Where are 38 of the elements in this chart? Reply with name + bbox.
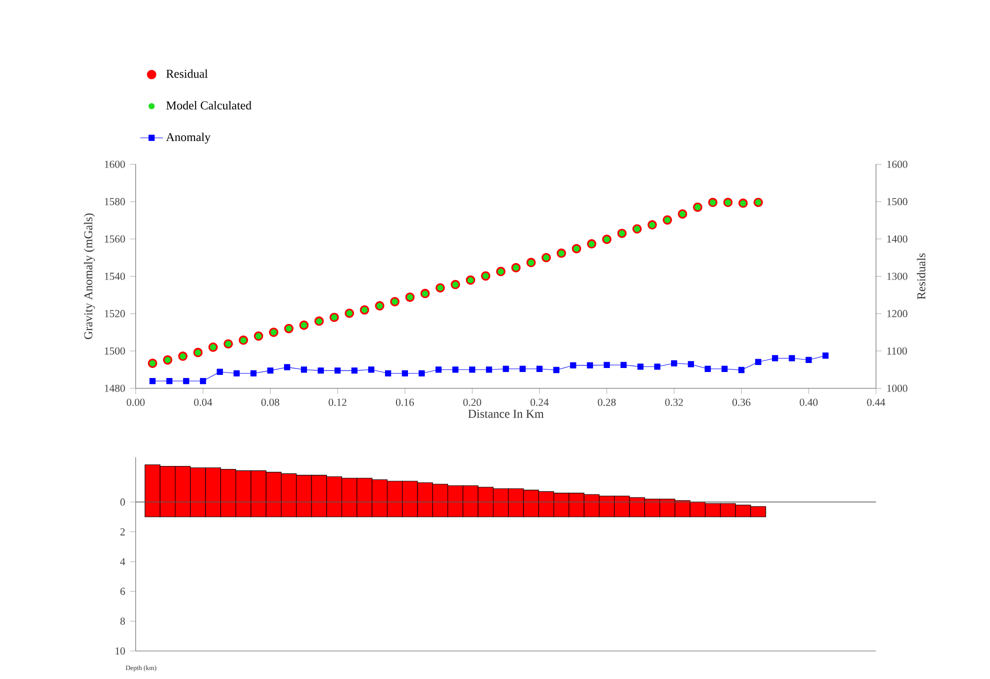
x-tick-label: 0.36 (732, 398, 750, 406)
y-tick-label: 10 (116, 647, 125, 655)
x-tick-label: 0.40 (800, 398, 818, 406)
y-tick-label: 1600 (104, 160, 125, 168)
x-axis-title: Distance In Km (468, 410, 544, 418)
y-tick-label: 8 (120, 618, 125, 625)
y-tick-label: 1520 (104, 310, 125, 318)
x-tick-label: 0.44 (867, 398, 886, 406)
y2-axis-title: Residuals (916, 253, 926, 300)
legend-label: Anomaly (166, 132, 211, 144)
x-tick-label: 0.20 (463, 398, 482, 406)
x-tick-label: 0.28 (598, 398, 616, 406)
y2-tick-label: 1000 (887, 384, 908, 392)
x-tick-label: 0.32 (665, 398, 683, 406)
x-tick-label: 0.16 (396, 398, 414, 406)
y2-tick-label: 1300 (887, 272, 908, 280)
y2-tick-label: 1400 (887, 235, 908, 243)
y2-tick-label: 1500 (887, 198, 908, 206)
x-tick-label: 0.08 (261, 398, 280, 406)
y-tick-label: 1480 (104, 384, 125, 392)
legend-label: Model Calculated (166, 101, 252, 110)
y-tick-label: 1560 (104, 235, 125, 243)
y-axis-title: Gravity Anomaly (mGals) (84, 213, 95, 340)
y-tick-label: 1540 (104, 272, 125, 280)
y2-tick-label: 1600 (887, 160, 908, 168)
x-tick-label: 0.24 (530, 398, 549, 406)
y-tick-label: 1580 (104, 198, 125, 206)
y-tick-label: 6 (120, 588, 125, 595)
y-tick-label: 4 (120, 558, 126, 566)
x-tick-label: 0.00 (126, 398, 145, 406)
y-tick-label: 2 (120, 528, 125, 536)
x-tick-label: 0.04 (194, 398, 212, 406)
y2-tick-label: 1100 (887, 347, 907, 355)
y-tick-label: 0 (120, 498, 125, 506)
y2-tick-label: 1200 (887, 310, 908, 318)
y-tick-label: 1500 (104, 347, 125, 355)
legend-label: Residual (166, 69, 208, 78)
x-tick-label: 0.12 (328, 398, 346, 406)
